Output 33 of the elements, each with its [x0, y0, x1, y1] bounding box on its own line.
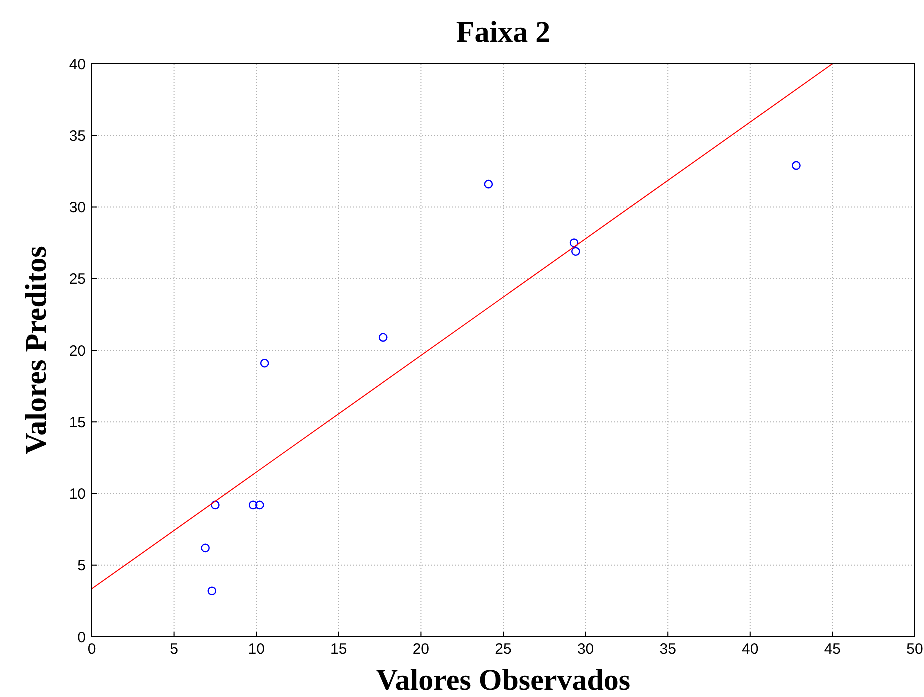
point — [255, 500, 264, 510]
y-tick-label: 10 — [69, 486, 86, 503]
y-tick-label: 15 — [69, 414, 86, 432]
x-tick-label: 5 — [170, 641, 178, 658]
y-tick-label: 30 — [69, 200, 86, 216]
x-tick-label: 20 — [412, 641, 430, 658]
x-tick-label: 35 — [660, 641, 676, 658]
x-tick-label: 15 — [330, 641, 348, 658]
x-tick-label: 40 — [742, 641, 759, 658]
y-tick-label: 35 — [69, 128, 86, 145]
point — [572, 247, 580, 256]
y-tick-label: 25 — [69, 271, 86, 288]
point — [378, 333, 388, 342]
point — [260, 358, 270, 368]
x-tick-label: 45 — [824, 641, 842, 658]
x-tick-label: 30 — [577, 641, 594, 658]
x-tick-label: 10 — [248, 641, 265, 658]
y-tick-label: 20 — [69, 342, 86, 360]
point — [792, 161, 801, 170]
point — [211, 500, 220, 510]
y-axis-title: Valores Preditos — [20, 246, 53, 455]
chart-title: Faixa 2 — [456, 16, 551, 49]
point — [208, 586, 217, 596]
x-tick-label: 25 — [495, 641, 512, 658]
point — [248, 500, 258, 510]
point — [484, 180, 494, 189]
y-tick-label: 5 — [78, 558, 86, 575]
x-tick-label: 50 — [906, 641, 924, 658]
y-tick-label: 40 — [69, 56, 86, 74]
point — [570, 238, 579, 248]
point — [201, 544, 210, 553]
x-axis-title: Valores Observados — [376, 664, 631, 697]
y-tick-label: 0 — [78, 629, 86, 646]
